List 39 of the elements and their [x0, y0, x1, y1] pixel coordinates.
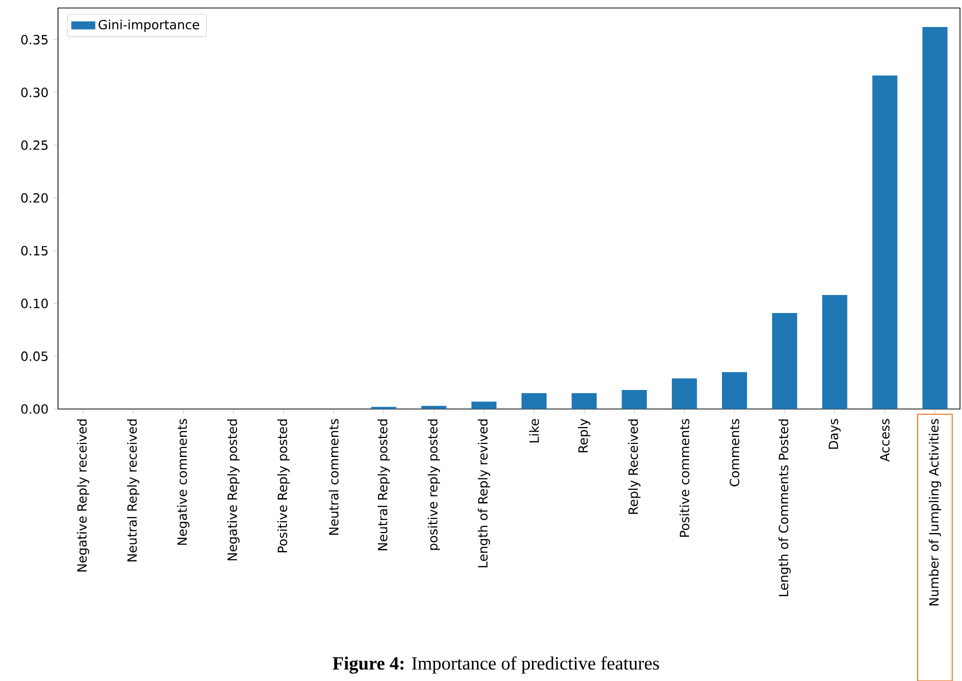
x-tick-label: Access: [880, 418, 890, 462]
bar: [622, 390, 647, 409]
bar: [471, 402, 496, 409]
x-tick-label: Comments: [730, 419, 740, 486]
bar: [872, 76, 898, 409]
y-tick-label: 0.10: [21, 298, 48, 308]
x-tick-label: Length of Reply revived: [478, 419, 490, 568]
bar: [922, 26, 948, 409]
legend-label: Gini-importance: [98, 20, 200, 32]
x-tick-label: Length of Comments Posted: [778, 420, 791, 596]
x-tick-label: Negative comments: [177, 419, 190, 545]
y-tick-label: 0.30: [21, 88, 48, 98]
x-tick-label: Like: [529, 419, 539, 442]
x-tick-label: Neutral Reply received: [127, 420, 140, 562]
x-tick-label: Negative Reply received: [76, 420, 90, 572]
x-tick-label: Days: [828, 418, 841, 449]
x-tick-label: Negative Reply posted: [227, 420, 240, 560]
bar: [421, 406, 446, 409]
bar: [772, 312, 798, 409]
y-tick-label: 0.15: [21, 246, 48, 256]
x-tick-label: positive reply posted: [428, 420, 440, 550]
x-tick-label: Neutral comments: [328, 419, 339, 535]
bar: [722, 372, 748, 409]
y-tick-label: 0.05: [21, 351, 48, 362]
y-tick-label: 0.20: [21, 193, 48, 203]
bar: [672, 378, 697, 409]
bar: [572, 393, 597, 409]
x-tick-label: Reply: [578, 418, 590, 452]
x-tick-label: Neutral Reply posted: [378, 420, 390, 550]
y-tick-label: 0.25: [21, 140, 48, 150]
y-tick-label: 0.35: [21, 34, 48, 44]
bar: [822, 295, 848, 409]
x-tick-label: Number of Jumpling Activities: [928, 418, 942, 606]
y-tick-label: 0.00: [21, 404, 48, 414]
x-tick-label: Reply Received: [628, 419, 640, 514]
x-tick-label: Positive comments: [680, 418, 690, 537]
text: Figure 4: Importance of predictive features: [332, 656, 659, 674]
x-tick-label: Positive Reply posted: [277, 420, 290, 552]
bar: [522, 393, 547, 409]
